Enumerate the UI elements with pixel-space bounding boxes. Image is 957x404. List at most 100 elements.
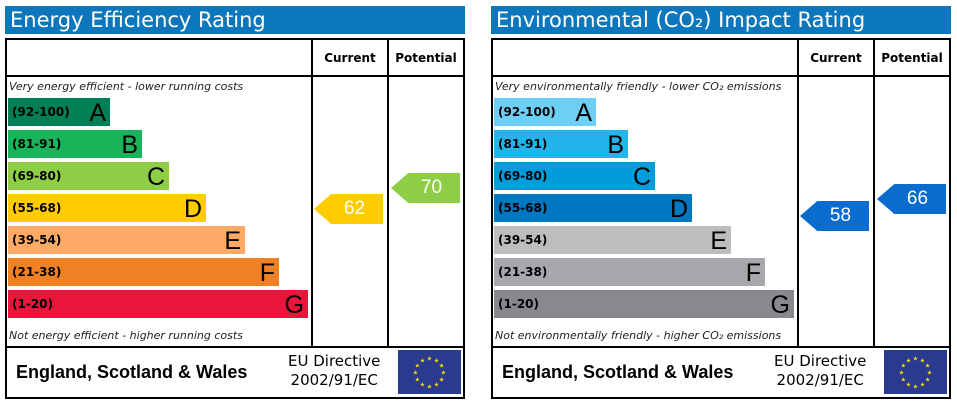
flag-star: ★ bbox=[920, 382, 925, 389]
directive-line1: EU Directive bbox=[774, 352, 867, 370]
band-letter: F bbox=[259, 259, 275, 287]
column-header-potential: Potential bbox=[881, 51, 943, 65]
band-e: (39-54) E bbox=[494, 226, 731, 255]
flag-star: ★ bbox=[434, 357, 439, 364]
flag-star: ★ bbox=[906, 357, 911, 364]
band-a: (92-100) A bbox=[8, 98, 110, 127]
directive-line2: 2002/91/EC bbox=[776, 371, 864, 389]
flag-star: ★ bbox=[899, 370, 904, 377]
co2-impact-chart: Environmental (CO₂) Impact Rating Curren… bbox=[486, 0, 951, 404]
band-d: (55-68) D bbox=[8, 194, 206, 223]
flag-star: ★ bbox=[434, 382, 439, 389]
band-range: (1-20) bbox=[12, 297, 53, 311]
band-a: (92-100) A bbox=[494, 98, 596, 127]
potential-rating-arrow: 70 bbox=[391, 173, 460, 203]
band-letter: B bbox=[121, 131, 138, 159]
top-note: Very environmentally friendly - lower CO… bbox=[495, 80, 782, 93]
band-letter: C bbox=[146, 163, 165, 191]
band-g: (1-20) G bbox=[494, 290, 794, 319]
band-c: (69-80) C bbox=[494, 162, 655, 191]
flag-star: ★ bbox=[927, 370, 932, 377]
band-letter: A bbox=[89, 99, 106, 127]
bottom-note: Not environmentally friendly - higher CO… bbox=[495, 329, 782, 342]
bottom-note: Not energy efficient - higher running co… bbox=[9, 329, 243, 342]
region-label: England, Scotland & Wales bbox=[502, 362, 734, 382]
divider bbox=[797, 38, 799, 348]
flag-star: ★ bbox=[420, 382, 425, 389]
band-range: (81-91) bbox=[498, 137, 548, 151]
current-rating-arrow: 62 bbox=[314, 194, 383, 224]
flag-star: ★ bbox=[920, 357, 925, 364]
band-range: (92-100) bbox=[12, 105, 70, 119]
flag-star: ★ bbox=[925, 363, 930, 370]
band-f: (21-38) F bbox=[494, 258, 765, 287]
band-c: (69-80) C bbox=[8, 162, 169, 191]
eu-directive: EU Directive 2002/91/EC bbox=[774, 352, 866, 390]
chart-frame bbox=[5, 38, 465, 399]
column-header-current: Current bbox=[810, 51, 862, 65]
eu-flag-icon: ★ ★★★★★★★★★★★ bbox=[884, 350, 947, 394]
column-header-potential: Potential bbox=[395, 51, 457, 65]
band-range: (21-38) bbox=[12, 265, 62, 279]
band-letter: F bbox=[745, 259, 761, 287]
band-letter: D bbox=[183, 195, 202, 223]
band-range: (39-54) bbox=[12, 233, 62, 247]
divider bbox=[387, 38, 389, 348]
eu-directive: EU Directive 2002/91/EC bbox=[288, 352, 380, 390]
current-rating-arrow: 58 bbox=[800, 201, 869, 231]
band-range: (55-68) bbox=[498, 201, 548, 215]
band-letter: E bbox=[224, 227, 241, 255]
flag-star: ★ bbox=[913, 384, 918, 391]
flag-star: ★ bbox=[441, 370, 446, 377]
band-range: (81-91) bbox=[12, 137, 62, 151]
band-range: (1-20) bbox=[498, 297, 539, 311]
energy-efficiency-chart: Energy Efficiency Rating Current Potenti… bbox=[0, 0, 465, 404]
flag-star: ★ bbox=[925, 377, 930, 384]
flag-star: ★ bbox=[901, 377, 906, 384]
divider bbox=[491, 346, 951, 348]
chart-title: Energy Efficiency Rating bbox=[5, 6, 465, 34]
band-letter: B bbox=[607, 131, 624, 159]
chart-frame bbox=[491, 38, 951, 399]
divider bbox=[5, 346, 465, 348]
directive-line1: EU Directive bbox=[288, 352, 381, 370]
divider bbox=[873, 38, 875, 348]
band-b: (81-91) B bbox=[8, 130, 142, 159]
divider bbox=[491, 75, 951, 77]
band-range: (92-100) bbox=[498, 105, 556, 119]
band-letter: G bbox=[284, 291, 304, 319]
divider bbox=[5, 75, 465, 77]
flag-star: ★ bbox=[427, 384, 432, 391]
band-d: (55-68) D bbox=[494, 194, 692, 223]
band-letter: E bbox=[710, 227, 727, 255]
band-range: (69-80) bbox=[12, 169, 62, 183]
flag-star: ★ bbox=[415, 363, 420, 370]
band-e: (39-54) E bbox=[8, 226, 245, 255]
band-letter: D bbox=[669, 195, 688, 223]
column-header-current: Current bbox=[324, 51, 376, 65]
eu-flag-icon: ★ ★★★★★★★★★★★ bbox=[398, 350, 461, 394]
band-f: (21-38) F bbox=[8, 258, 279, 287]
directive-line2: 2002/91/EC bbox=[290, 371, 378, 389]
band-range: (69-80) bbox=[498, 169, 548, 183]
flag-star: ★ bbox=[439, 363, 444, 370]
band-g: (1-20) G bbox=[8, 290, 308, 319]
band-range: (55-68) bbox=[12, 201, 62, 215]
band-b: (81-91) B bbox=[494, 130, 628, 159]
flag-star: ★ bbox=[420, 357, 425, 364]
flag-star: ★ bbox=[913, 356, 918, 363]
band-range: (21-38) bbox=[498, 265, 548, 279]
chart-title: Environmental (CO₂) Impact Rating bbox=[491, 6, 951, 34]
divider bbox=[311, 38, 313, 348]
band-letter: G bbox=[770, 291, 790, 319]
flag-star: ★ bbox=[415, 377, 420, 384]
band-letter: C bbox=[632, 163, 651, 191]
band-letter: A bbox=[575, 99, 592, 127]
flag-star: ★ bbox=[427, 356, 432, 363]
flag-star: ★ bbox=[901, 363, 906, 370]
flag-star: ★ bbox=[439, 377, 444, 384]
potential-rating-arrow: 66 bbox=[877, 184, 946, 214]
band-range: (39-54) bbox=[498, 233, 548, 247]
flag-star: ★ bbox=[413, 370, 418, 377]
top-note: Very energy efficient - lower running co… bbox=[9, 80, 244, 93]
